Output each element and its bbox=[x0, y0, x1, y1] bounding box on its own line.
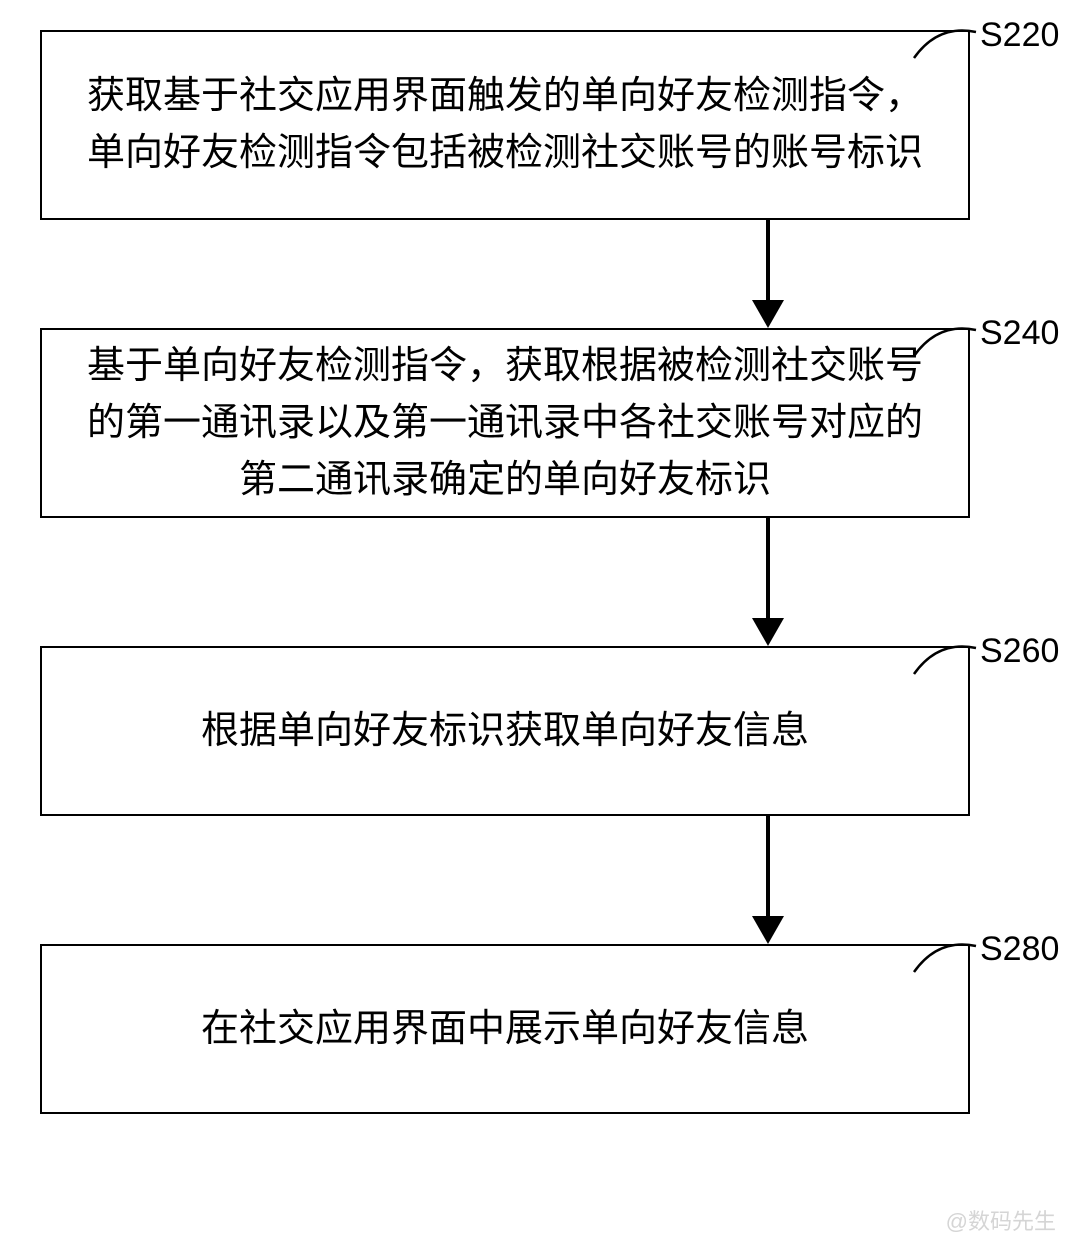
step-text-s220: 获取基于社交应用界面触发的单向好友检测指令，单向好友检测指令包括被检测社交账号的… bbox=[70, 68, 940, 182]
watermark: @数码先生 bbox=[946, 1204, 1056, 1236]
arrow-shaft bbox=[766, 220, 770, 300]
arrow-s240-s260 bbox=[495, 518, 1040, 646]
arrow-head-icon bbox=[752, 916, 784, 944]
label-curve-s280 bbox=[910, 934, 980, 976]
flowchart-container: S220 获取基于社交应用界面触发的单向好友检测指令，单向好友检测指令包括被检测… bbox=[40, 30, 1040, 1114]
label-curve-s240 bbox=[910, 318, 980, 360]
step-text-s260: 根据单向好友标识获取单向好友信息 bbox=[201, 703, 809, 760]
step-box-s240: 基于单向好友检测指令，获取根据被检测社交账号的第一通讯录以及第一通讯录中各社交账… bbox=[40, 328, 970, 518]
step-text-s280: 在社交应用界面中展示单向好友信息 bbox=[201, 1001, 809, 1058]
step-group-s260: S260 根据单向好友标识获取单向好友信息 bbox=[40, 646, 1040, 816]
step-text-s240: 基于单向好友检测指令，获取根据被检测社交账号的第一通讯录以及第一通讯录中各社交账… bbox=[70, 338, 940, 509]
arrow-head-icon bbox=[752, 618, 784, 646]
step-box-s220: 获取基于社交应用界面触发的单向好友检测指令，单向好友检测指令包括被检测社交账号的… bbox=[40, 30, 970, 220]
arrow-s260-s280 bbox=[495, 816, 1040, 944]
arrow-head-icon bbox=[752, 300, 784, 328]
step-group-s240: S240 基于单向好友检测指令，获取根据被检测社交账号的第一通讯录以及第一通讯录… bbox=[40, 328, 1040, 518]
label-curve-s220 bbox=[910, 20, 980, 62]
step-label-s240: S240 bbox=[980, 314, 1059, 353]
step-box-s280: 在社交应用界面中展示单向好友信息 bbox=[40, 944, 970, 1114]
step-group-s280: S280 在社交应用界面中展示单向好友信息 bbox=[40, 944, 1040, 1114]
arrow-s220-s240 bbox=[495, 220, 1040, 328]
step-box-s260: 根据单向好友标识获取单向好友信息 bbox=[40, 646, 970, 816]
arrow-shaft bbox=[766, 816, 770, 916]
step-label-s280: S280 bbox=[980, 930, 1059, 969]
step-group-s220: S220 获取基于社交应用界面触发的单向好友检测指令，单向好友检测指令包括被检测… bbox=[40, 30, 1040, 220]
arrow-shaft bbox=[766, 518, 770, 618]
label-curve-s260 bbox=[910, 636, 980, 678]
step-label-s260: S260 bbox=[980, 632, 1059, 671]
step-label-s220: S220 bbox=[980, 16, 1059, 55]
